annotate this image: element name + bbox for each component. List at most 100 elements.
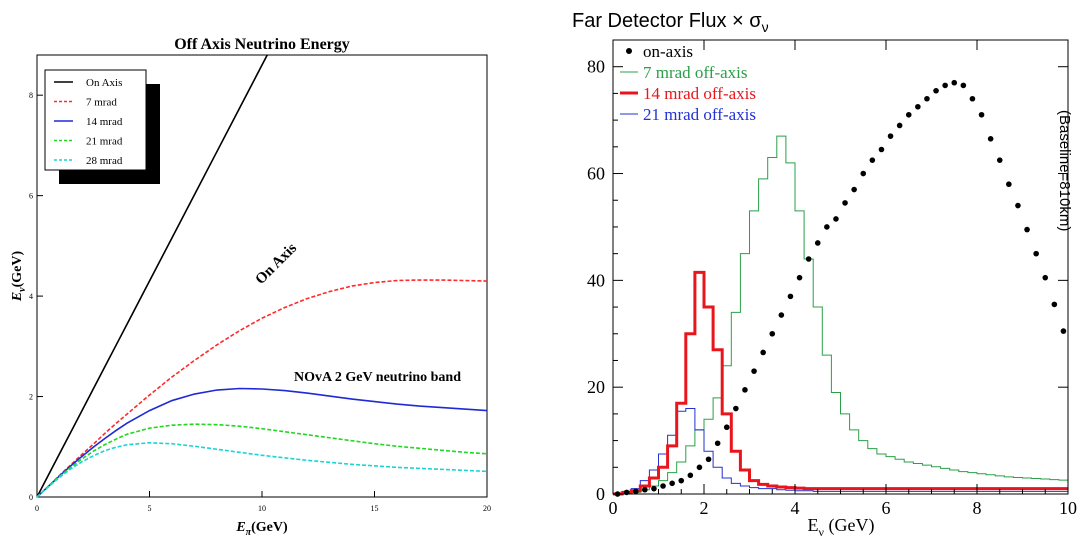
right-x-tick-label: 0: [609, 498, 618, 518]
right-point: [805, 256, 812, 262]
right-point: [742, 387, 748, 393]
right-point: [733, 405, 739, 412]
right-x-tick-label: 4: [791, 498, 800, 518]
left-legend-label: 21 mrad: [86, 136, 123, 148]
right-point: [1033, 250, 1039, 257]
left-series-group: [36, 54, 488, 498]
left-legend-label: On Axis: [86, 77, 122, 89]
right-point: [824, 224, 830, 230]
left-x-ticks: 0 5 10 15 20: [35, 491, 491, 513]
right-y-tick-label: 20: [587, 377, 605, 397]
right-point: [651, 485, 657, 492]
right-y-tick-label: 40: [587, 270, 605, 290]
left-annotation-on-axis: On Axis: [253, 240, 301, 288]
right-point: [696, 464, 703, 471]
right-point: [751, 368, 757, 374]
right-chart: Far Detector Flux × σν 0 2 4 6 8 10 0 20 40 60 80…: [572, 10, 1077, 539]
right-point: [1024, 226, 1030, 233]
right-point: [669, 480, 675, 487]
right-x-tick-label: 8: [973, 498, 982, 518]
right-point: [1042, 274, 1049, 281]
right-x-axis-label: Eν (GeV): [808, 515, 875, 539]
right-x-tick-label: 6: [882, 498, 891, 518]
left-legend-label: 28 mrad: [86, 155, 123, 167]
right-point: [678, 477, 685, 484]
left-x-tick-label: 10: [258, 504, 266, 513]
left-chart-title: Off Axis Neutrino Energy: [174, 36, 350, 53]
right-legend-swatch: [626, 48, 632, 54]
right-point: [860, 170, 867, 177]
right-legend: on-axis 7 mrad off-axis 14 mrad off-axis 21…: [620, 42, 756, 124]
right-histogram-3: [613, 408, 1068, 495]
right-point: [851, 186, 857, 193]
right-point: [723, 424, 730, 431]
left-y-tick-label: 0: [29, 493, 33, 502]
right-point: [1006, 181, 1012, 188]
right-point: [878, 146, 885, 153]
left-y-tick-label: 4: [29, 292, 33, 301]
left-x-axis-label: Eπ(GeV): [235, 520, 288, 538]
right-histogram-1: [613, 135, 1068, 495]
left-y-axis-label: Eν(GeV): [10, 250, 28, 302]
right-point: [769, 330, 776, 337]
right-point: [760, 349, 766, 356]
right-point: [1051, 301, 1058, 308]
right-y-tick-label: 80: [587, 57, 605, 77]
right-point: [978, 111, 985, 118]
right-point: [924, 95, 930, 102]
left-series-line-2: [36, 387, 488, 498]
left-chart: Off Axis Neutrino Energy 0 5 10 15 20 02468 …: [10, 36, 491, 538]
left-legend-label: 14 mrad: [86, 116, 123, 128]
left-x-tick-label: 15: [371, 504, 379, 513]
right-legend-label: 14 mrad off-axis: [643, 84, 756, 103]
right-point: [905, 111, 912, 118]
left-legend-label: 7 mrad: [86, 97, 117, 109]
right-point: [1015, 202, 1021, 209]
right-legend-label: on-axis: [643, 42, 693, 61]
right-legend-label: 7 mrad off-axis: [643, 63, 748, 82]
left-x-tick-label: 20: [483, 504, 491, 513]
right-point: [915, 103, 921, 110]
right-point: [969, 95, 976, 102]
left-legend-box: [44, 69, 147, 171]
right-point: [778, 312, 785, 318]
right-y-tick-label: 60: [587, 164, 605, 184]
right-point: [942, 82, 948, 89]
right-point: [987, 136, 994, 142]
right-point: [887, 133, 894, 139]
right-point: [814, 240, 821, 246]
left-y-tick-label: 6: [29, 192, 33, 201]
left-legend: On Axis 7 mrad 14 mrad 21 mrad 28 mrad: [44, 69, 160, 184]
left-x-tick-label: 5: [148, 504, 152, 513]
right-point: [842, 200, 848, 206]
left-series-line-0: [36, 54, 268, 498]
right-point: [933, 87, 939, 94]
right-point: [951, 79, 958, 86]
left-y-tick-label: 2: [29, 393, 33, 402]
right-point: [705, 456, 712, 463]
right-point: [796, 274, 803, 281]
right-point: [960, 82, 967, 89]
right-point: [869, 157, 876, 163]
right-point: [833, 216, 839, 222]
left-x-tick-label: 0: [35, 504, 39, 513]
right-point: [687, 472, 694, 479]
left-y-ticks: 0 2 4 6 8: [29, 91, 43, 502]
right-x-tick-label: 2: [700, 498, 709, 518]
right-histogram-2: [613, 270, 1068, 496]
left-y-tick-label: 8: [29, 91, 33, 100]
right-y-ticks: 0 20 40 60 80: [587, 57, 1068, 504]
right-point: [660, 483, 666, 489]
right-point: [642, 486, 648, 493]
right-point: [896, 122, 903, 129]
right-series-group: [613, 79, 1068, 497]
left-series-line-3: [36, 423, 488, 498]
left-series-line-1: [36, 279, 488, 498]
right-legend-label: 21 mrad off-axis: [643, 105, 756, 124]
left-series-line-4: [36, 441, 488, 498]
right-point: [996, 157, 1003, 163]
right-x-ticks: 0 2 4 6 8 10: [609, 40, 1077, 518]
right-point: [714, 440, 721, 447]
right-point: [1060, 328, 1067, 334]
